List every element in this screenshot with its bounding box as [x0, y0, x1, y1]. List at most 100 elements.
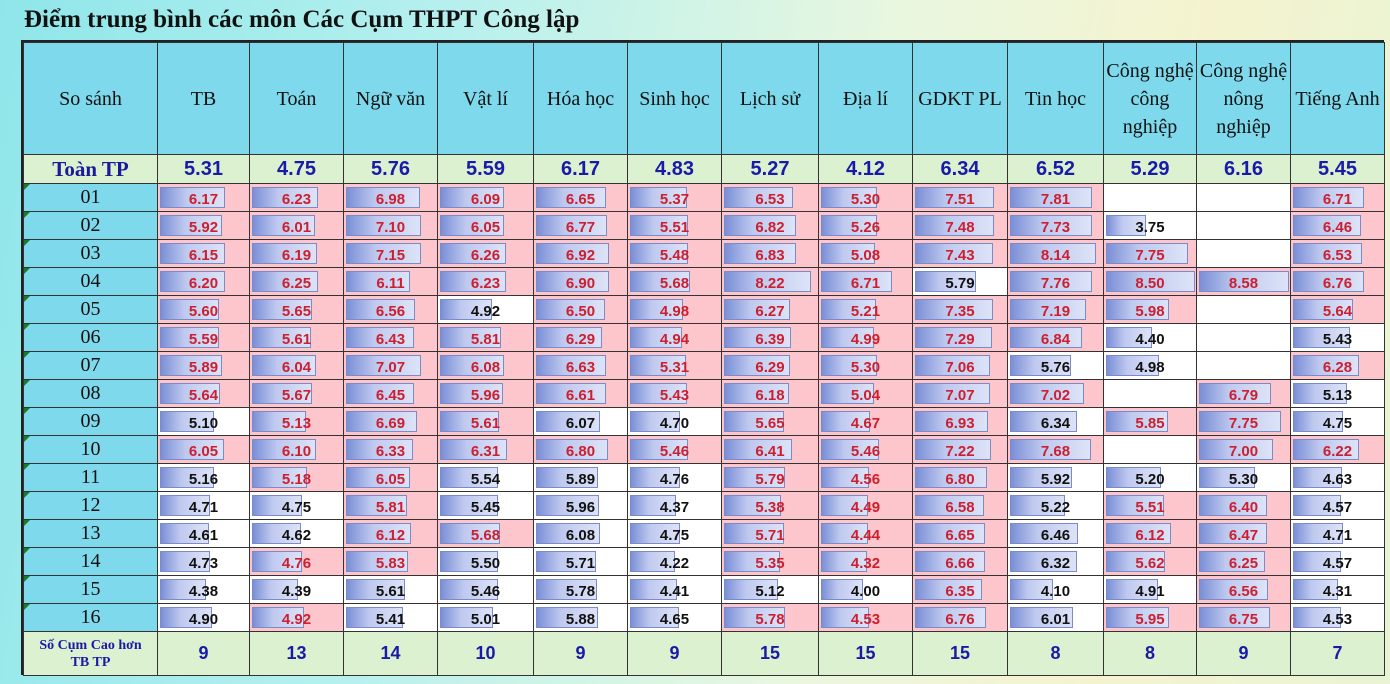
- data-cell[interactable]: 5.96: [533, 491, 628, 520]
- data-cell[interactable]: [1196, 183, 1291, 212]
- data-cell[interactable]: 6.93: [912, 407, 1008, 436]
- data-cell[interactable]: 6.53: [721, 183, 819, 212]
- cluster-label[interactable]: 04: [23, 267, 158, 296]
- data-cell[interactable]: [1196, 351, 1291, 380]
- data-cell[interactable]: 5.10: [157, 407, 250, 436]
- data-cell[interactable]: 7.73: [1007, 211, 1104, 240]
- data-cell[interactable]: 6.71: [818, 267, 913, 296]
- data-cell[interactable]: 8.14: [1007, 239, 1104, 268]
- column-header[interactable]: Công nghệ công nghiệp: [1103, 42, 1197, 155]
- column-header[interactable]: TB: [157, 42, 250, 155]
- data-cell[interactable]: [1103, 379, 1197, 408]
- data-cell[interactable]: 5.41: [343, 603, 438, 632]
- data-cell[interactable]: 6.18: [721, 379, 819, 408]
- data-cell[interactable]: 6.05: [157, 435, 250, 464]
- data-cell[interactable]: 5.64: [157, 379, 250, 408]
- data-cell[interactable]: 5.31: [627, 351, 722, 380]
- data-cell[interactable]: 5.79: [721, 463, 819, 492]
- data-cell[interactable]: 6.05: [343, 463, 438, 492]
- column-header[interactable]: Tiếng Anh: [1290, 42, 1385, 155]
- data-cell[interactable]: 5.20: [1103, 463, 1197, 492]
- data-cell[interactable]: 6.65: [912, 519, 1008, 548]
- data-cell[interactable]: 7.75: [1103, 239, 1197, 268]
- data-cell[interactable]: 4.57: [1290, 491, 1385, 520]
- column-header[interactable]: Hóa học: [533, 42, 628, 155]
- data-cell[interactable]: 6.28: [1290, 351, 1385, 380]
- data-cell[interactable]: 4.65: [627, 603, 722, 632]
- data-cell[interactable]: 7.51: [912, 183, 1008, 212]
- data-cell[interactable]: 5.43: [627, 379, 722, 408]
- data-cell[interactable]: 6.47: [1196, 519, 1291, 548]
- data-cell[interactable]: 7.35: [912, 295, 1008, 324]
- data-cell[interactable]: 5.30: [1196, 463, 1291, 492]
- data-cell[interactable]: 6.19: [249, 239, 344, 268]
- data-cell[interactable]: 5.46: [818, 435, 913, 464]
- data-cell[interactable]: 7.22: [912, 435, 1008, 464]
- data-cell[interactable]: 4.38: [157, 575, 250, 604]
- data-cell[interactable]: 5.12: [721, 575, 819, 604]
- data-cell[interactable]: 6.63: [533, 351, 628, 380]
- data-cell[interactable]: 6.26: [437, 239, 534, 268]
- data-cell[interactable]: 6.29: [721, 351, 819, 380]
- data-cell[interactable]: 6.32: [1007, 547, 1104, 576]
- data-cell[interactable]: [1196, 323, 1291, 352]
- data-cell[interactable]: 5.51: [1103, 491, 1197, 520]
- data-cell[interactable]: 5.37: [627, 183, 722, 212]
- data-cell[interactable]: 7.07: [343, 351, 438, 380]
- data-cell[interactable]: 5.64: [1290, 295, 1385, 324]
- data-cell[interactable]: 4.75: [627, 519, 722, 548]
- data-cell[interactable]: 6.80: [912, 463, 1008, 492]
- data-cell[interactable]: 6.45: [343, 379, 438, 408]
- data-cell[interactable]: 4.53: [818, 603, 913, 632]
- data-cell[interactable]: 4.32: [818, 547, 913, 576]
- data-cell[interactable]: 7.81: [1007, 183, 1104, 212]
- data-cell[interactable]: 5.21: [818, 295, 913, 324]
- data-cell[interactable]: 8.58: [1196, 267, 1291, 296]
- data-cell[interactable]: 5.68: [627, 267, 722, 296]
- data-cell[interactable]: [1196, 211, 1291, 240]
- data-cell[interactable]: 5.68: [437, 519, 534, 548]
- data-cell[interactable]: 5.92: [1007, 463, 1104, 492]
- data-cell[interactable]: 6.75: [1196, 603, 1291, 632]
- data-cell[interactable]: 5.95: [1103, 603, 1197, 632]
- data-cell[interactable]: 5.59: [157, 323, 250, 352]
- data-cell[interactable]: [1196, 239, 1291, 268]
- data-cell[interactable]: 6.27: [721, 295, 819, 324]
- data-cell[interactable]: 4.90: [157, 603, 250, 632]
- column-header[interactable]: Ngữ văn: [343, 42, 438, 155]
- data-cell[interactable]: 4.00: [818, 575, 913, 604]
- data-cell[interactable]: 7.76: [1007, 267, 1104, 296]
- data-cell[interactable]: 5.83: [343, 547, 438, 576]
- data-cell[interactable]: 5.30: [818, 351, 913, 380]
- data-cell[interactable]: 5.78: [721, 603, 819, 632]
- cluster-label[interactable]: 03: [23, 239, 158, 268]
- data-cell[interactable]: 4.91: [1103, 575, 1197, 604]
- data-cell[interactable]: 5.65: [721, 407, 819, 436]
- data-cell[interactable]: 3.75: [1103, 211, 1197, 240]
- data-cell[interactable]: 5.22: [1007, 491, 1104, 520]
- data-cell[interactable]: 6.05: [437, 211, 534, 240]
- data-cell[interactable]: 5.71: [533, 547, 628, 576]
- data-cell[interactable]: 4.37: [627, 491, 722, 520]
- column-header[interactable]: GDKT PL: [912, 42, 1008, 155]
- data-cell[interactable]: 5.61: [249, 323, 344, 352]
- data-cell[interactable]: 6.33: [343, 435, 438, 464]
- data-cell[interactable]: 4.49: [818, 491, 913, 520]
- data-cell[interactable]: 6.29: [533, 323, 628, 352]
- data-cell[interactable]: 5.13: [249, 407, 344, 436]
- data-cell[interactable]: 6.41: [721, 435, 819, 464]
- data-cell[interactable]: 4.56: [818, 463, 913, 492]
- data-cell[interactable]: 6.34: [1007, 407, 1104, 436]
- data-cell[interactable]: 6.50: [533, 295, 628, 324]
- cluster-label[interactable]: 01: [23, 183, 158, 212]
- data-cell[interactable]: 6.12: [1103, 519, 1197, 548]
- data-cell[interactable]: 6.01: [249, 211, 344, 240]
- data-cell[interactable]: 5.81: [437, 323, 534, 352]
- data-cell[interactable]: 5.16: [157, 463, 250, 492]
- data-cell[interactable]: 6.39: [721, 323, 819, 352]
- data-cell[interactable]: 4.44: [818, 519, 913, 548]
- data-cell[interactable]: 5.61: [437, 407, 534, 436]
- data-cell[interactable]: 5.46: [627, 435, 722, 464]
- data-cell[interactable]: 6.90: [533, 267, 628, 296]
- data-cell[interactable]: 7.43: [912, 239, 1008, 268]
